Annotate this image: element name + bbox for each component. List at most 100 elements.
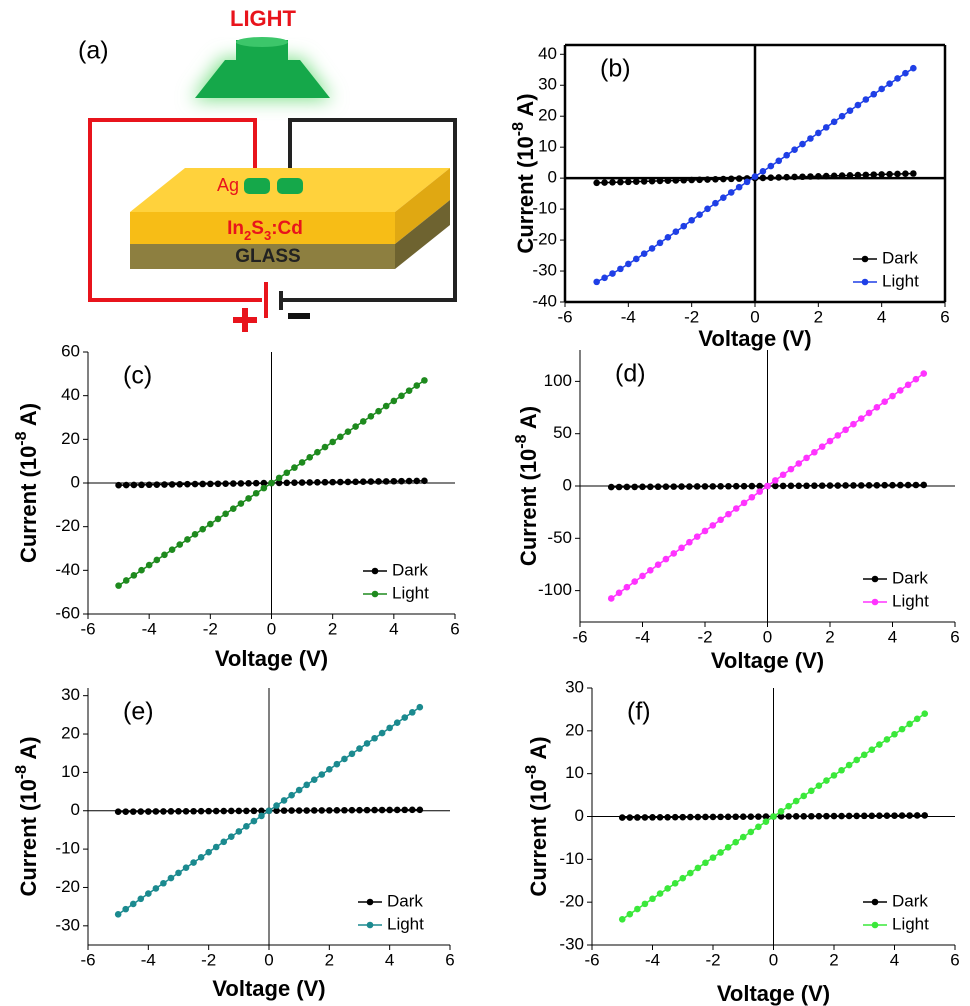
data-point: [371, 734, 378, 742]
data-point: [791, 173, 798, 181]
data-point: [344, 428, 352, 435]
film-side: [395, 168, 450, 244]
data-point: [318, 807, 326, 814]
data-point: [160, 879, 167, 887]
data-point: [268, 479, 275, 487]
data-point: [854, 101, 862, 109]
data-point: [615, 589, 623, 597]
data-point: [815, 812, 823, 820]
y-axis-label-part: -8: [523, 765, 540, 779]
lamp-cap: [236, 37, 288, 47]
legend-marker: [371, 567, 379, 575]
data-point: [191, 480, 199, 488]
y-tick-label: -10: [559, 849, 584, 868]
data-point: [868, 812, 876, 820]
x-tick-label: -6: [80, 619, 95, 638]
electrode: [244, 178, 270, 194]
data-point: [114, 911, 122, 918]
data-point: [199, 480, 206, 488]
data-point: [803, 454, 810, 462]
data-point: [724, 844, 732, 851]
data-point: [421, 477, 428, 485]
data-point: [807, 173, 814, 180]
data-point: [609, 270, 616, 277]
data-point: [756, 482, 763, 490]
data-point: [648, 177, 656, 185]
data-point: [639, 572, 646, 580]
data-point: [273, 802, 280, 809]
data-point: [229, 480, 237, 487]
data-point: [664, 885, 671, 892]
data-point: [799, 173, 806, 181]
data-point: [803, 482, 810, 490]
data-point: [865, 409, 873, 417]
data-point: [739, 833, 747, 841]
data-point: [398, 392, 405, 400]
data-point: [897, 387, 904, 394]
data-point: [348, 750, 356, 758]
y-tick-label: 0: [575, 806, 584, 825]
data-point: [212, 843, 220, 851]
data-point: [618, 916, 626, 923]
black-wire: [282, 118, 457, 302]
data-point: [811, 448, 818, 456]
red-wire: [88, 118, 262, 302]
y-tick-label: -40: [532, 291, 557, 310]
y-axis-label: Current (10-8 A): [13, 403, 41, 563]
data-point: [601, 179, 608, 186]
y-axis-label: Current (10-8 A): [523, 736, 551, 896]
x-axis-label: Voltage (V): [711, 648, 824, 673]
data-point: [822, 124, 830, 131]
lamp: [195, 60, 330, 98]
data-point: [755, 823, 762, 831]
data-point: [207, 520, 214, 528]
y-tick-label: 30: [538, 75, 557, 94]
data-point: [235, 807, 243, 815]
data-point: [838, 766, 845, 774]
data-point: [152, 885, 160, 892]
legend-label: Light: [392, 583, 429, 602]
panel-label: (e): [123, 698, 154, 726]
data-point: [696, 176, 703, 184]
data-point: [826, 482, 834, 489]
data-point: [787, 465, 795, 473]
data-point: [732, 838, 739, 846]
data-point: [815, 782, 823, 789]
data-point: [623, 583, 631, 591]
data-point: [359, 478, 367, 485]
data-point: [860, 751, 868, 759]
y-tick-label: 20: [61, 724, 80, 743]
x-tick-label: -4: [645, 950, 660, 969]
data-point: [747, 813, 755, 820]
data-point: [258, 812, 265, 820]
data-point: [799, 140, 806, 148]
data-point: [845, 812, 853, 820]
data-point: [694, 864, 702, 872]
data-point: [625, 178, 632, 186]
x-tick-label: -2: [705, 950, 720, 969]
data-point: [811, 482, 818, 489]
data-point: [767, 162, 775, 170]
data-point: [182, 864, 190, 872]
data-point: [237, 500, 245, 507]
data-point: [860, 812, 868, 820]
glass-side: [395, 200, 450, 269]
data-point: [845, 761, 853, 769]
electrode-label: Ag: [217, 175, 239, 195]
data-point: [792, 797, 800, 805]
x-tick-label: 6: [950, 627, 959, 646]
data-point: [190, 859, 197, 866]
data-point: [807, 135, 814, 142]
y-axis-label-part: Current (10: [526, 779, 551, 896]
y-tick-label: 10: [565, 763, 584, 782]
legend-marker: [861, 255, 869, 263]
data-point: [280, 797, 288, 804]
data-point: [857, 415, 865, 422]
data-point: [641, 814, 649, 821]
data-point: [704, 176, 711, 183]
data-point: [129, 900, 137, 908]
data-point: [850, 482, 857, 489]
x-axis-label: Voltage (V): [212, 976, 325, 1001]
data-point: [913, 715, 921, 723]
